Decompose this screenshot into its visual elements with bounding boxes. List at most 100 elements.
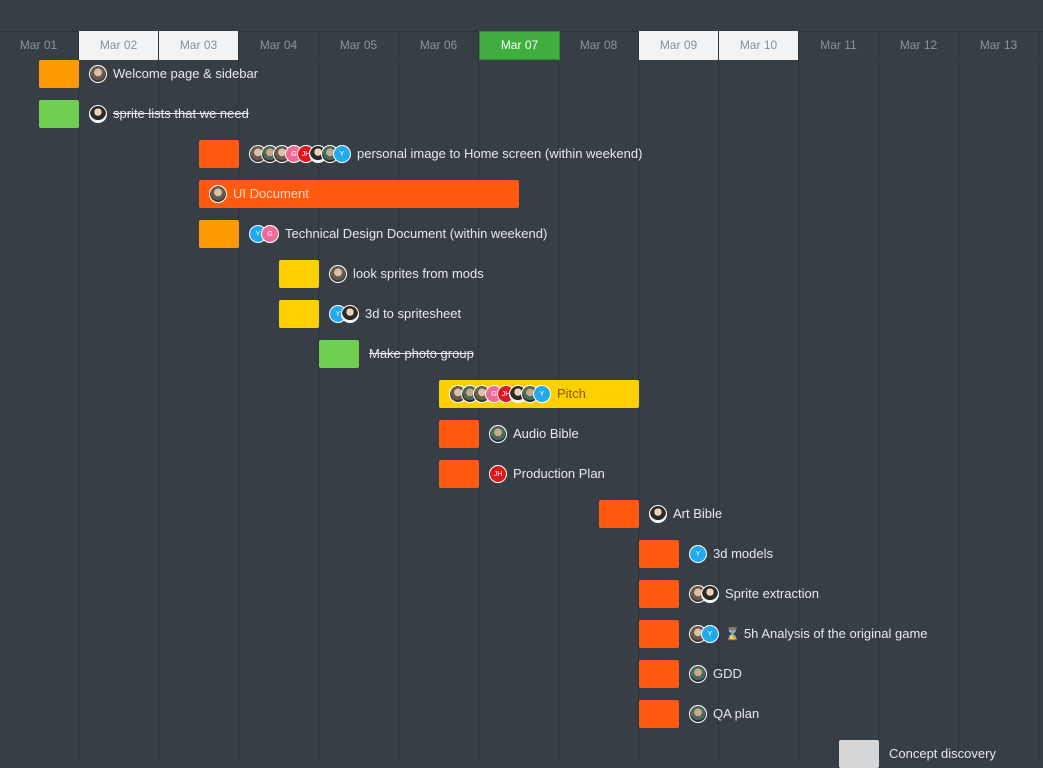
avatar-photo	[329, 265, 347, 283]
day-header-mar-13[interactable]: Mar 13	[959, 31, 1039, 60]
task-bar[interactable]	[39, 100, 79, 128]
task-assignees[interactable]	[89, 60, 107, 88]
task-bar[interactable]	[839, 740, 879, 768]
task-name: UI Document	[233, 186, 309, 201]
task-bar[interactable]	[199, 140, 239, 168]
task-name: Sprite extraction	[725, 586, 819, 601]
day-column-divider	[558, 61, 559, 761]
task-label[interactable]: Sprite extraction	[725, 580, 819, 608]
task-name: 3d models	[713, 546, 773, 561]
day-header-mar-03[interactable]: Mar 03	[159, 31, 239, 60]
time-estimate: 5h	[743, 626, 762, 641]
task-bar[interactable]	[639, 540, 679, 568]
task-assignees[interactable]: G JH Y	[249, 140, 351, 168]
task-label[interactable]: Technical Design Document (within weeken…	[285, 220, 547, 248]
task-label[interactable]: Make photo group	[369, 340, 474, 368]
task-name: look sprites from mods	[353, 266, 484, 281]
avatar-y: Y	[333, 145, 351, 163]
task-name: Technical Design Document (within weeken…	[285, 226, 548, 241]
task-name: Production Plan	[513, 466, 605, 481]
task-assignees[interactable]	[209, 180, 227, 208]
day-header-mar-06[interactable]: Mar 06	[399, 31, 479, 60]
task-label[interactable]: personal image to Home screen (within we…	[357, 140, 642, 168]
day-column-divider	[158, 61, 159, 761]
task-label[interactable]: Production Plan	[513, 460, 605, 488]
task-assignees[interactable]	[649, 500, 667, 528]
avatar-photo	[701, 585, 719, 603]
task-label[interactable]: 3d models	[713, 540, 773, 568]
task-bar[interactable]	[599, 500, 639, 528]
avatar-photo	[89, 105, 107, 123]
avatar-photo	[341, 305, 359, 323]
task-label[interactable]: sprite lists that we need	[113, 100, 249, 128]
day-header-mar-08[interactable]: Mar 08	[559, 31, 639, 60]
task-label[interactable]: Pitch	[557, 380, 586, 408]
task-bar[interactable]	[279, 260, 319, 288]
task-label[interactable]: Audio Bible	[513, 420, 579, 448]
day-header-mar-11[interactable]: Mar 11	[799, 31, 879, 60]
task-assignees[interactable]	[329, 260, 347, 288]
day-column-divider	[1038, 61, 1039, 761]
avatar-jh: JH	[489, 465, 507, 483]
task-bar[interactable]	[439, 420, 479, 448]
avatar-photo	[689, 665, 707, 683]
task-assignees[interactable]: G JH Y	[449, 380, 551, 408]
day-header-mar-04[interactable]: Mar 04	[239, 31, 319, 60]
task-bar[interactable]	[639, 620, 679, 648]
avatar-photo	[89, 65, 107, 83]
task-bar[interactable]	[639, 700, 679, 728]
task-assignees[interactable]	[689, 660, 707, 688]
task-assignees[interactable]: Y	[689, 620, 719, 648]
day-column-divider	[318, 61, 319, 761]
avatar-photo	[209, 185, 227, 203]
task-assignees[interactable]: JH	[489, 460, 507, 488]
day-header-mar-05[interactable]: Mar 05	[319, 31, 399, 60]
task-label[interactable]: look sprites from mods	[353, 260, 484, 288]
day-header-mar-07[interactable]: Mar 07	[479, 31, 560, 60]
task-bar[interactable]	[639, 580, 679, 608]
task-name: Welcome page & sidebar	[113, 66, 259, 81]
task-assignees[interactable]: Y	[329, 300, 359, 328]
day-header-mar-12[interactable]: Mar 12	[879, 31, 959, 60]
task-assignees[interactable]: Y	[689, 540, 707, 568]
task-bar[interactable]	[39, 60, 79, 88]
day-column-divider	[958, 61, 959, 761]
task-assignees[interactable]	[89, 100, 107, 128]
day-header-mar-02[interactable]: Mar 02	[79, 31, 159, 60]
day-column-divider	[238, 61, 239, 761]
day-header-mar-10[interactable]: Mar 10	[719, 31, 799, 60]
task-label[interactable]: 3d to spritesheet	[365, 300, 461, 328]
task-bar[interactable]	[439, 460, 479, 488]
task-assignees[interactable]	[489, 420, 507, 448]
day-column-divider	[638, 61, 639, 761]
task-name: GDD	[713, 666, 742, 681]
task-bar[interactable]	[199, 180, 519, 208]
task-assignees[interactable]	[689, 700, 707, 728]
task-name: Make photo group	[369, 346, 474, 361]
task-bar[interactable]	[279, 300, 319, 328]
avatar-y: Y	[533, 385, 551, 403]
avatar-photo	[689, 705, 707, 723]
task-label[interactable]: ⌛ 5h Analysis of the original game	[725, 620, 928, 648]
task-label[interactable]: Welcome page & sidebar	[113, 60, 258, 88]
task-label[interactable]: QA plan	[713, 700, 759, 728]
timeline-header: Mar 01 Mar 02 Mar 03 Mar 04 Mar 05 Mar 06 Mar …	[0, 31, 1043, 61]
task-label[interactable]: Art Bible	[673, 500, 722, 528]
avatar-y: Y	[701, 625, 719, 643]
task-name: Audio Bible	[513, 426, 579, 441]
avatar-photo	[649, 505, 667, 523]
task-bar[interactable]	[639, 660, 679, 688]
task-label[interactable]: UI Document	[233, 180, 309, 208]
day-column-divider	[798, 61, 799, 761]
day-header-mar-01[interactable]: Mar 01	[0, 31, 79, 60]
day-column-divider	[878, 61, 879, 761]
task-label[interactable]: Concept discovery	[889, 740, 996, 768]
task-name: QA plan	[713, 706, 760, 721]
task-name: Concept discovery	[889, 746, 996, 761]
task-bar[interactable]	[199, 220, 239, 248]
task-label[interactable]: GDD	[713, 660, 742, 688]
task-assignees[interactable]	[689, 580, 719, 608]
day-header-mar-09[interactable]: Mar 09	[639, 31, 719, 60]
task-bar[interactable]	[319, 340, 359, 368]
